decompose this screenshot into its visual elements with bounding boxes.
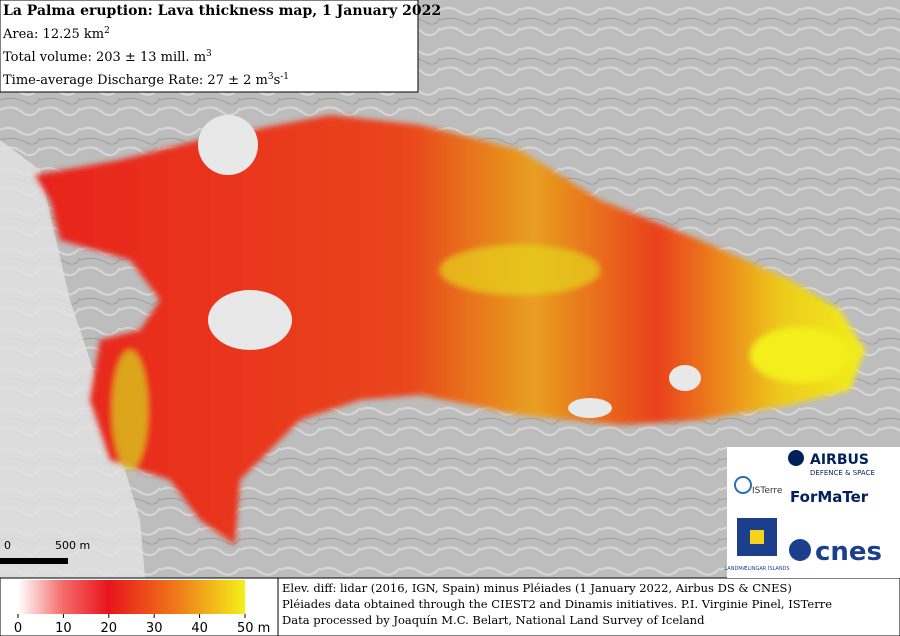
logo-box <box>727 447 900 578</box>
info-line: Total volume: 203 ± 13 mill. m3 <box>3 49 212 65</box>
formater-logo: ForMaTer <box>790 488 869 506</box>
airbus-icon <box>788 450 804 466</box>
title: La Palma eruption: Lava thickness map, 1… <box>3 3 441 19</box>
info-line: Area: 12.25 km2 <box>2 26 110 42</box>
cone <box>198 115 258 175</box>
superscript: 2 <box>104 26 110 36</box>
lmi-icon <box>750 530 764 544</box>
lava-flow <box>35 115 865 545</box>
credit-line: Elev. diff: lidar (2016, IGN, Spain) min… <box>282 581 792 595</box>
superscript: 3 <box>206 49 212 59</box>
cnes-logo: cnes <box>815 537 882 567</box>
info-text: Area: 12.25 km <box>2 27 104 42</box>
lmi-logo: LANDMÆLINGAR ÍSLANDS <box>724 565 789 572</box>
scale-start: 0 <box>4 539 11 552</box>
cnes-icon <box>789 539 811 561</box>
coast <box>0 140 150 636</box>
airbus-sub: DEFENCE & SPACE <box>810 469 875 477</box>
superscript: 3 <box>268 72 274 82</box>
info-text: Time-average Discharge Rate: 27 ± 2 m <box>3 73 268 88</box>
cone <box>669 365 701 391</box>
colorbar-tick-label: 20 <box>101 621 118 636</box>
credit-line: Pléiades data obtained through the CIEST… <box>282 597 832 611</box>
scale-bar <box>0 558 68 564</box>
colorbar <box>18 580 245 614</box>
airbus-logo: AIRBUS <box>810 452 869 468</box>
credit-line: Data processed by Joaquín M.C. Belart, N… <box>282 613 705 627</box>
info-text: Total volume: 203 ± 13 mill. m <box>3 50 206 65</box>
superscript: -1 <box>280 72 289 82</box>
isterre-icon <box>734 476 752 494</box>
isterre-logo: ISTerre <box>752 486 783 496</box>
cone <box>568 398 612 418</box>
credits-box <box>277 577 900 636</box>
info-line: Time-average Discharge Rate: 27 ± 2 m3s-… <box>3 72 289 88</box>
colorbar-tick-label: 40 <box>191 621 208 636</box>
colorbar-tick-label: 0 <box>14 621 22 636</box>
colorbar-tick-label: 30 <box>146 621 163 636</box>
cone <box>208 290 292 350</box>
scale-end: 500 m <box>55 539 90 552</box>
info-box <box>0 0 419 93</box>
colorbar-tick-label: 50 m <box>237 621 270 636</box>
info-text: s <box>274 73 281 88</box>
colorbar-tick-label: 10 <box>55 621 72 636</box>
